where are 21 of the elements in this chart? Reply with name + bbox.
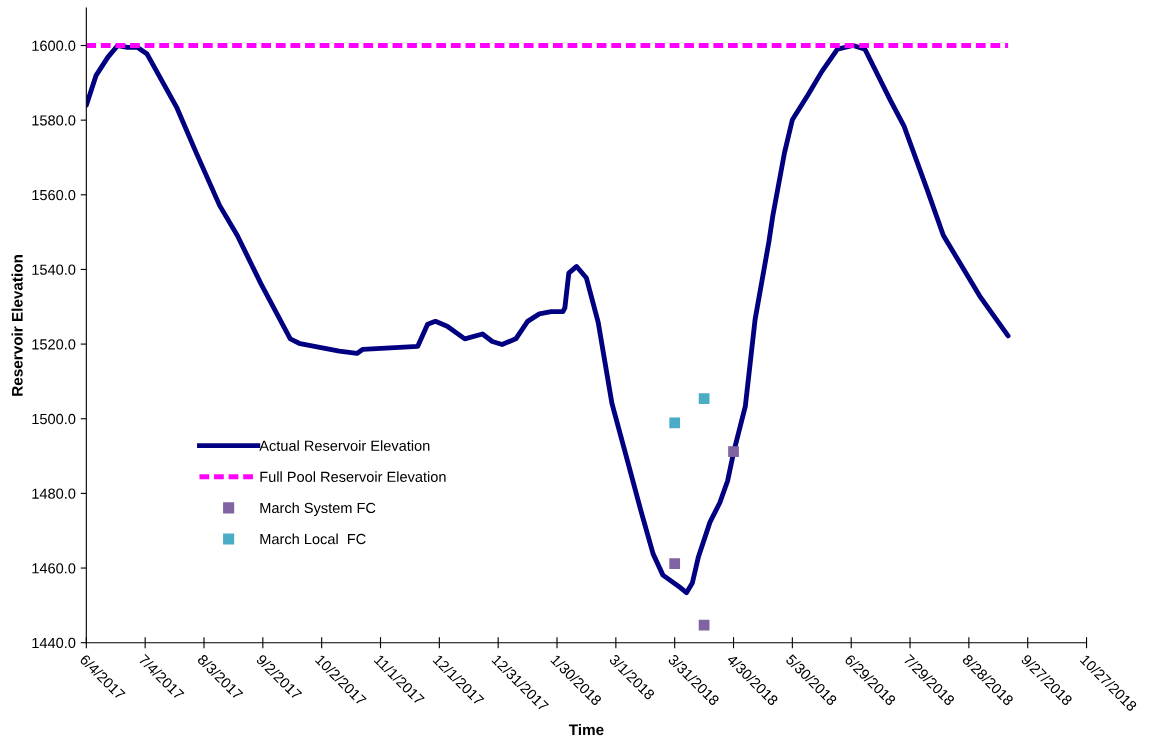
y-tick-label: 1480.0 bbox=[32, 488, 76, 499]
x-axis-title: Time bbox=[568, 723, 604, 736]
y-axis-title: Reservoir Elevation bbox=[11, 255, 23, 396]
legend-label: Full Pool Reservoir Elevation bbox=[260, 471, 446, 483]
y-tick-label: 1540.0 bbox=[32, 264, 76, 275]
y-tick-label: 1500.0 bbox=[32, 413, 76, 425]
point bbox=[698, 619, 710, 631]
y-tick-label: 1580.0 bbox=[32, 115, 76, 126]
legend-label: March System FC bbox=[260, 502, 376, 516]
legend-label: Actual Reservoir Elevation bbox=[259, 440, 430, 451]
y-tick-label: 1560.0 bbox=[32, 189, 76, 201]
legend-label: March Local FC bbox=[260, 533, 366, 545]
point bbox=[728, 446, 739, 457]
y-tick-label: 1600.0 bbox=[32, 40, 76, 51]
y-tick-label: 1460.0 bbox=[32, 563, 76, 574]
y-tick-label: 1520.0 bbox=[32, 339, 76, 350]
y-tick-label: 1440.0 bbox=[32, 637, 76, 649]
point bbox=[698, 393, 710, 404]
line-series bbox=[86, 43, 1011, 596]
point bbox=[669, 558, 681, 569]
point bbox=[669, 417, 681, 429]
